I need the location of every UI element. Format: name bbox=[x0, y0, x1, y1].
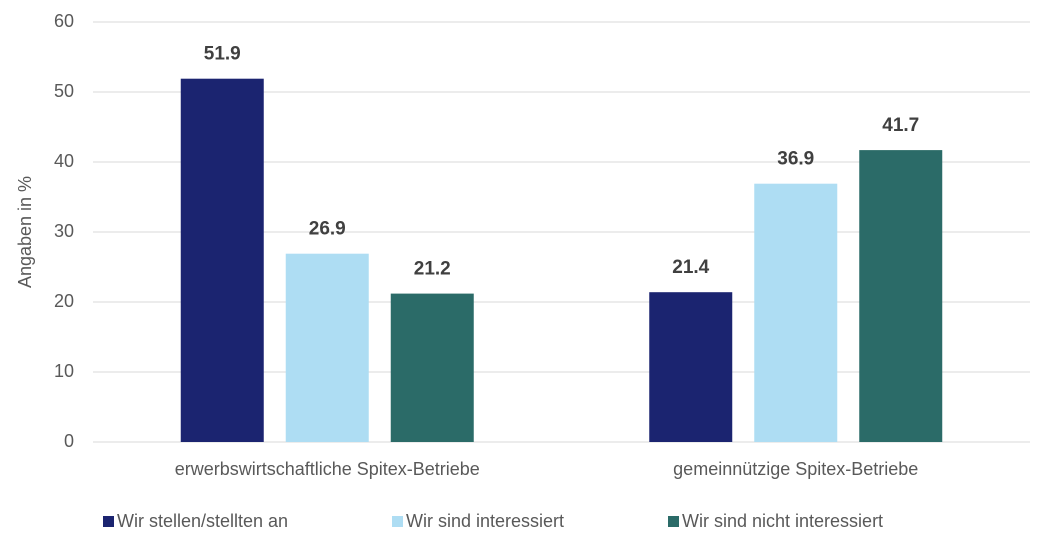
y-tick-label: 30 bbox=[54, 221, 74, 241]
legend-swatch bbox=[392, 516, 403, 527]
legend-label: Wir sind nicht interessiert bbox=[682, 511, 883, 531]
y-tick-label: 40 bbox=[54, 151, 74, 171]
value-label: 26.9 bbox=[309, 219, 346, 240]
bar bbox=[859, 150, 943, 442]
y-tick-label: 20 bbox=[54, 291, 74, 311]
legend-label: Wir sind interessiert bbox=[406, 511, 564, 531]
bar bbox=[649, 292, 733, 442]
legend-swatch bbox=[668, 516, 679, 527]
value-label: 21.2 bbox=[414, 259, 451, 280]
bar bbox=[754, 183, 838, 442]
x-tick-label: erwerbswirtschaftliche Spitex-Betriebe bbox=[175, 459, 480, 479]
bar bbox=[390, 293, 474, 442]
legend-label: Wir stellen/stellten an bbox=[117, 511, 288, 531]
x-tick-label: gemeinnützige Spitex-Betriebe bbox=[673, 459, 918, 479]
bar bbox=[180, 78, 264, 442]
legend-swatch bbox=[103, 516, 114, 527]
y-tick-label: 60 bbox=[54, 11, 74, 31]
y-tick-label: 0 bbox=[64, 431, 74, 451]
value-label: 41.7 bbox=[882, 115, 919, 136]
value-label: 36.9 bbox=[777, 149, 814, 170]
y-tick-label: 50 bbox=[54, 81, 74, 101]
y-axis-label: Angaben in % bbox=[15, 176, 35, 288]
y-tick-label: 10 bbox=[54, 361, 74, 381]
bar bbox=[285, 253, 369, 442]
value-label: 51.9 bbox=[204, 44, 241, 65]
value-label: 21.4 bbox=[672, 257, 709, 278]
